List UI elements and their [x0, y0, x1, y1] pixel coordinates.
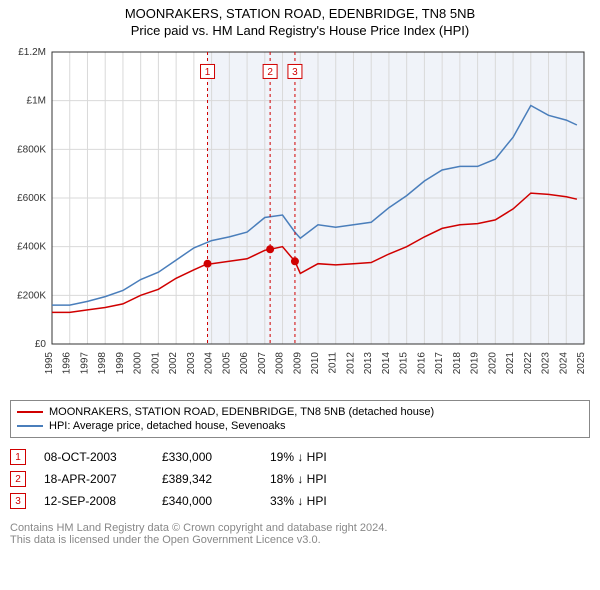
svg-text:2017: 2017	[434, 352, 445, 375]
svg-text:2021: 2021	[505, 352, 516, 375]
svg-text:2013: 2013	[363, 352, 374, 375]
footer-line: This data is licensed under the Open Gov…	[10, 534, 590, 546]
legend-label: HPI: Average price, detached house, Seve…	[49, 420, 285, 432]
svg-text:£800K: £800K	[17, 144, 46, 155]
svg-text:2008: 2008	[275, 352, 286, 375]
svg-text:2005: 2005	[221, 352, 232, 375]
svg-text:2018: 2018	[452, 352, 463, 375]
chart-title: MOONRAKERS, STATION ROAD, EDENBRIDGE, TN…	[8, 6, 592, 21]
transaction-marker-icon: 1	[10, 449, 26, 465]
transaction-delta: 33% ↓ HPI	[270, 494, 360, 508]
transaction-marker-icon: 3	[10, 493, 26, 509]
legend-swatch-hpi	[17, 425, 43, 427]
svg-text:2024: 2024	[558, 352, 569, 375]
svg-text:2023: 2023	[541, 352, 552, 375]
svg-text:1999: 1999	[115, 352, 126, 375]
transaction-price: £340,000	[162, 494, 252, 508]
transaction-date: 18-APR-2007	[44, 472, 144, 486]
line-chart-svg: £0 £200K £400K £600K £800K £1M £1.2M 1995 1996 19…	[8, 44, 592, 394]
transaction-date: 08-OCT-2003	[44, 450, 144, 464]
transaction-delta: 19% ↓ HPI	[270, 450, 360, 464]
svg-text:£200K: £200K	[17, 290, 46, 301]
footer-attribution: Contains HM Land Registry data © Crown c…	[10, 522, 590, 546]
transaction-price: £389,342	[162, 472, 252, 486]
svg-text:2004: 2004	[204, 352, 215, 375]
svg-text:£0: £0	[35, 339, 47, 350]
svg-text:1995: 1995	[44, 352, 55, 375]
svg-text:2: 2	[267, 67, 273, 78]
legend: MOONRAKERS, STATION ROAD, EDENBRIDGE, TN…	[10, 400, 590, 438]
transaction-date: 12-SEP-2008	[44, 494, 144, 508]
svg-text:2009: 2009	[292, 352, 303, 375]
svg-text:2019: 2019	[470, 352, 481, 375]
svg-text:2014: 2014	[381, 352, 392, 375]
svg-text:2025: 2025	[576, 352, 587, 375]
footer-line: Contains HM Land Registry data © Crown c…	[10, 522, 590, 534]
svg-text:£400K: £400K	[17, 242, 46, 253]
svg-text:2015: 2015	[399, 352, 410, 375]
transaction-price: £330,000	[162, 450, 252, 464]
svg-text:2007: 2007	[257, 352, 268, 375]
chart-container: MOONRAKERS, STATION ROAD, EDENBRIDGE, TN…	[0, 0, 600, 590]
svg-text:2006: 2006	[239, 352, 250, 375]
svg-text:2022: 2022	[523, 352, 534, 375]
transaction-delta: 18% ↓ HPI	[270, 472, 360, 486]
svg-text:2002: 2002	[168, 352, 179, 375]
svg-text:1996: 1996	[62, 352, 73, 375]
legend-label: MOONRAKERS, STATION ROAD, EDENBRIDGE, TN…	[49, 406, 434, 418]
legend-item: HPI: Average price, detached house, Seve…	[17, 419, 583, 433]
svg-text:£1.2M: £1.2M	[18, 47, 46, 58]
title-block: MOONRAKERS, STATION ROAD, EDENBRIDGE, TN…	[8, 6, 592, 38]
chart-subtitle: Price paid vs. HM Land Registry's House …	[8, 23, 592, 38]
svg-text:2003: 2003	[186, 352, 197, 375]
svg-text:1997: 1997	[79, 352, 90, 375]
svg-text:£1M: £1M	[27, 96, 46, 107]
transaction-row: 2 18-APR-2007 £389,342 18% ↓ HPI	[10, 468, 590, 490]
transaction-row: 3 12-SEP-2008 £340,000 33% ↓ HPI	[10, 490, 590, 512]
svg-text:£600K: £600K	[17, 193, 46, 204]
svg-text:2020: 2020	[487, 352, 498, 375]
legend-swatch-property	[17, 411, 43, 413]
svg-text:2016: 2016	[416, 352, 427, 375]
svg-text:1998: 1998	[97, 352, 108, 375]
svg-text:2011: 2011	[328, 352, 339, 374]
svg-text:2012: 2012	[345, 352, 356, 375]
svg-text:2010: 2010	[310, 352, 321, 375]
transaction-marker-icon: 2	[10, 471, 26, 487]
transaction-list: 1 08-OCT-2003 £330,000 19% ↓ HPI 2 18-AP…	[10, 446, 590, 512]
svg-text:2001: 2001	[150, 352, 161, 375]
transaction-row: 1 08-OCT-2003 £330,000 19% ↓ HPI	[10, 446, 590, 468]
legend-item: MOONRAKERS, STATION ROAD, EDENBRIDGE, TN…	[17, 405, 583, 419]
svg-text:2000: 2000	[133, 352, 144, 375]
svg-text:1: 1	[205, 67, 211, 78]
chart-area: £0 £200K £400K £600K £800K £1M £1.2M 1995 1996 19…	[8, 44, 592, 394]
svg-text:3: 3	[292, 67, 298, 78]
